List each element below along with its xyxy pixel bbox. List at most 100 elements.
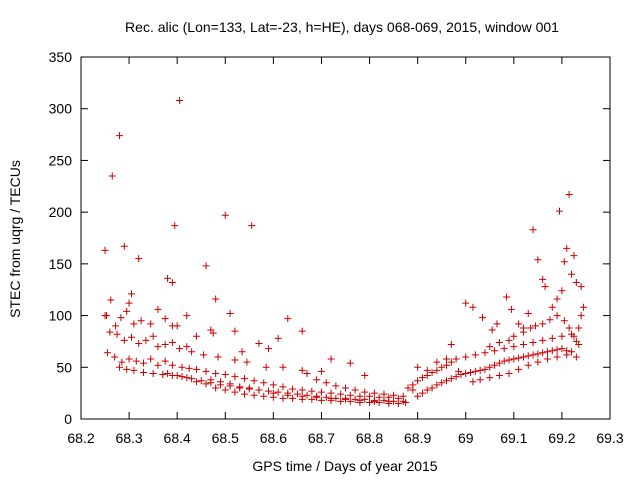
data-point [361, 395, 369, 403]
data-point [438, 379, 446, 387]
data-point [313, 376, 321, 384]
data-point [361, 372, 369, 380]
data-point [519, 328, 527, 336]
data-point [212, 295, 220, 303]
data-point [120, 336, 128, 344]
data-point [428, 368, 436, 376]
data-point [455, 367, 463, 375]
data-point [279, 394, 287, 402]
data-point [255, 339, 263, 347]
data-point [539, 336, 547, 344]
data-point [346, 397, 354, 405]
data-point [132, 357, 140, 365]
data-point [192, 332, 200, 340]
data-point [500, 345, 508, 353]
data-point [529, 338, 537, 346]
data-point [125, 355, 133, 363]
data-point [553, 346, 561, 354]
data-point [231, 388, 239, 396]
x-axis-label: GPS time / Days of year 2015 [252, 458, 437, 474]
data-point [231, 327, 239, 335]
data-point [260, 379, 268, 387]
y-tick-label: 0 [64, 411, 72, 427]
data-point [147, 355, 155, 363]
data-point [188, 375, 196, 383]
data-point [515, 365, 523, 373]
data-point [178, 363, 186, 371]
data-point [168, 278, 176, 286]
data-point [572, 278, 580, 286]
data-point [303, 391, 311, 399]
data-point [127, 290, 135, 298]
data-point [322, 379, 330, 387]
data-point [558, 287, 566, 295]
data-point [539, 275, 547, 283]
data-point [534, 358, 542, 366]
data-point [399, 392, 407, 400]
data-point [560, 317, 568, 325]
data-point [505, 356, 513, 364]
data-point [337, 390, 345, 398]
data-point [529, 351, 537, 359]
data-point [539, 349, 547, 357]
data-point [402, 398, 410, 406]
data-point [154, 361, 162, 369]
data-point [226, 380, 234, 388]
data-point [337, 397, 345, 405]
data-point [245, 384, 253, 392]
data-point [572, 353, 580, 361]
data-point [226, 310, 234, 318]
data-point [289, 394, 297, 402]
data-points [101, 96, 588, 407]
data-point [118, 358, 126, 366]
data-point [556, 207, 564, 215]
data-point [505, 369, 513, 377]
data-point [568, 348, 576, 356]
data-point [447, 375, 455, 383]
data-point [101, 246, 109, 254]
y-tick-labels: 0 50 100 150 200 250 300 350 [49, 49, 73, 427]
data-point [418, 374, 426, 382]
data-point [479, 314, 487, 322]
data-point [327, 355, 335, 363]
data-point [221, 211, 229, 219]
data-point [476, 376, 484, 384]
data-point [553, 353, 561, 361]
data-point [279, 383, 287, 391]
data-point [250, 391, 258, 399]
data-point [580, 303, 588, 311]
data-point [442, 377, 450, 385]
data-point [442, 361, 450, 369]
data-point [173, 372, 181, 380]
data-point [289, 385, 297, 393]
data-point [507, 305, 515, 313]
data-point [570, 332, 578, 340]
data-point [250, 377, 258, 385]
data-point [428, 384, 436, 392]
data-point [284, 391, 292, 399]
data-point [298, 366, 306, 374]
data-point [200, 351, 208, 359]
data-point [433, 358, 441, 366]
data-point [515, 320, 523, 328]
data-point [173, 322, 181, 330]
data-point [269, 381, 277, 389]
data-point [575, 341, 583, 349]
data-point [390, 391, 398, 399]
plot-frame [80, 56, 611, 420]
data-point [553, 295, 561, 303]
data-point [524, 310, 532, 318]
data-point [127, 333, 135, 341]
data-point [527, 324, 535, 332]
data-point [197, 377, 205, 385]
data-point [135, 339, 143, 347]
x-tick-label: 69.2 [548, 430, 575, 446]
data-point [505, 336, 513, 344]
data-point [212, 369, 220, 377]
data-point [154, 305, 162, 313]
data-point [192, 378, 200, 386]
data-point [164, 274, 172, 282]
data-point [488, 326, 496, 334]
data-point [142, 336, 150, 344]
